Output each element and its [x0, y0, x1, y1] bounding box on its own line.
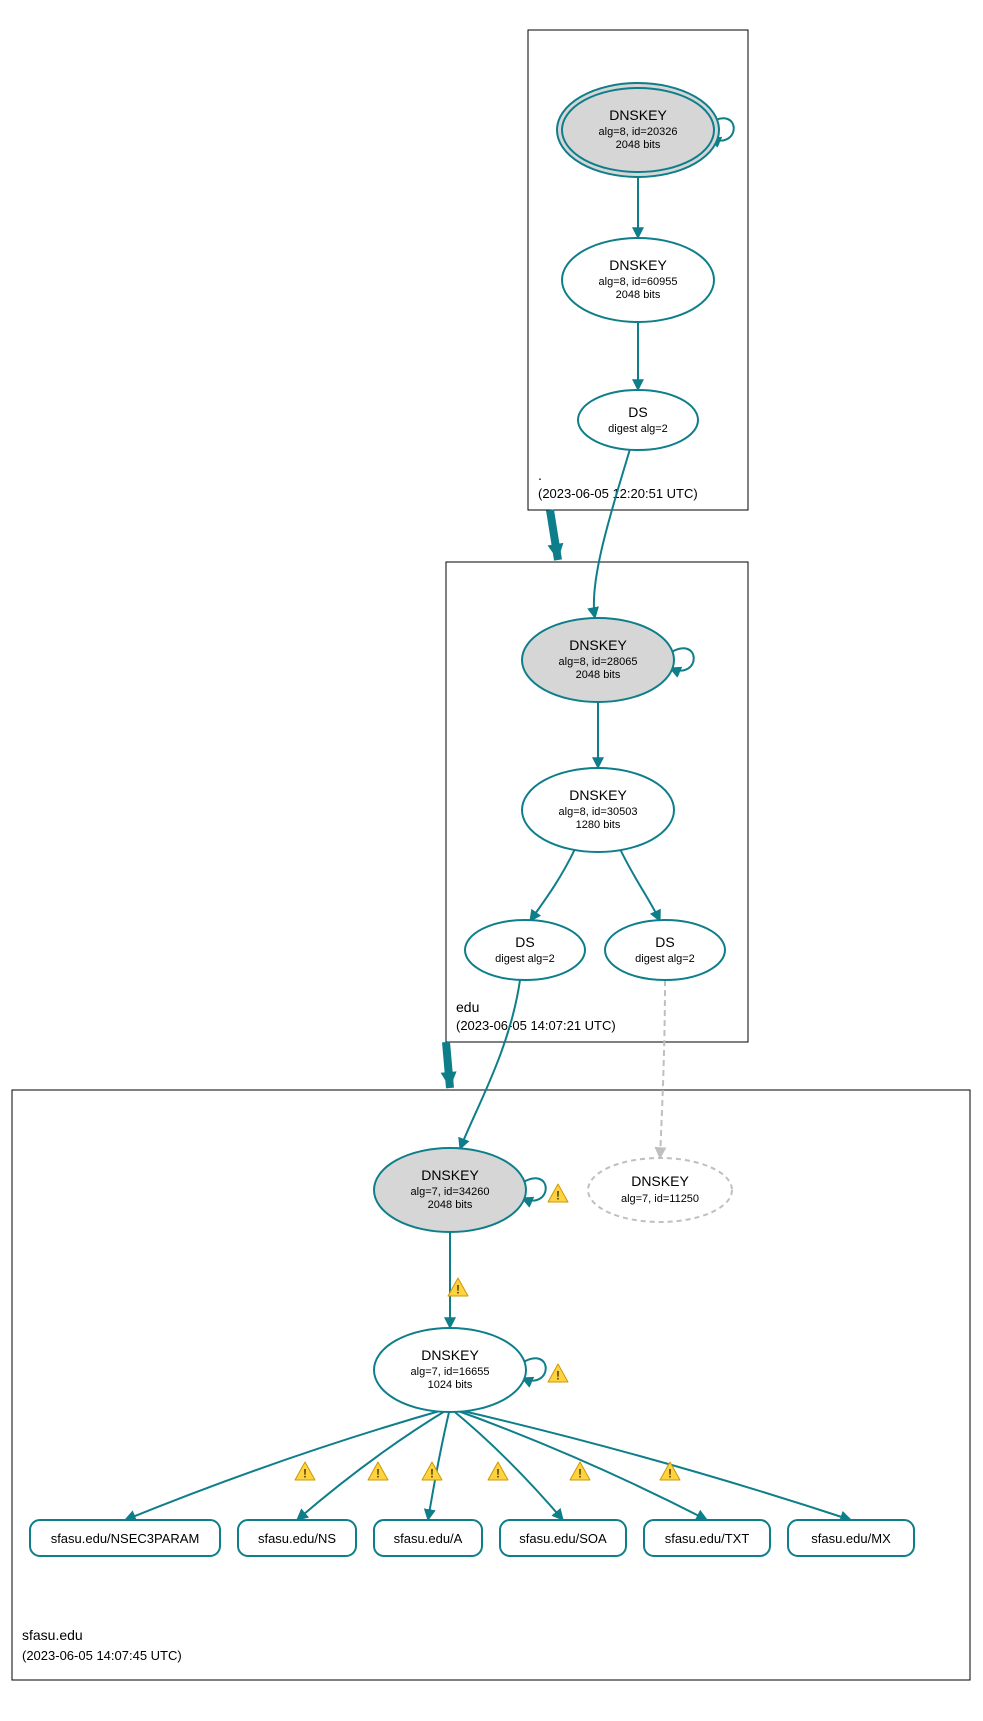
svg-text:digest alg=2: digest alg=2 [635, 953, 695, 965]
svg-text:!: ! [556, 1189, 560, 1203]
svg-text:!: ! [668, 1467, 672, 1481]
zone-label-edu: edu [456, 999, 479, 1015]
svg-text:sfasu.edu/NS: sfasu.edu/NS [258, 1531, 336, 1546]
svg-text:!: ! [456, 1283, 460, 1297]
record-box: sfasu.edu/NSEC3PARAM [30, 1520, 220, 1556]
record-box: sfasu.edu/TXT [644, 1520, 770, 1556]
svg-text:!: ! [556, 1369, 560, 1383]
svg-text:alg=8, id=20326: alg=8, id=20326 [599, 126, 678, 138]
edge-record [450, 1408, 563, 1520]
svg-text:!: ! [376, 1467, 380, 1481]
warning-icon: ! [570, 1462, 590, 1481]
svg-text:alg=8, id=30503: alg=8, id=30503 [559, 806, 638, 818]
svg-text:alg=8, id=28065: alg=8, id=28065 [559, 656, 638, 668]
svg-text:sfasu.edu/SOA: sfasu.edu/SOA [519, 1531, 607, 1546]
svg-text:DNSKEY: DNSKEY [631, 1173, 689, 1189]
svg-text:DNSKEY: DNSKEY [569, 637, 627, 653]
svg-text:digest alg=2: digest alg=2 [608, 423, 668, 435]
svg-text:alg=7, id=34260: alg=7, id=34260 [411, 1186, 490, 1198]
svg-text:DNSKEY: DNSKEY [609, 107, 667, 123]
zone-time-edu: (2023-06-05 14:07:21 UTC) [456, 1018, 616, 1033]
node-n8: DNSKEY alg=7, id=342602048 bits [374, 1148, 526, 1232]
node-n1: DNSKEY alg=8, id=203262048 bits [557, 83, 719, 177]
warning-icon: ! [368, 1462, 388, 1481]
record-box: sfasu.edu/A [374, 1520, 482, 1556]
node-n2: DNSKEY alg=8, id=609552048 bits [562, 238, 714, 322]
node-n9: DNSKEY alg=7, id=11250 [588, 1158, 732, 1222]
warning-icon: ! [422, 1462, 442, 1481]
svg-text:2048 bits: 2048 bits [616, 139, 661, 151]
node-n3: DS digest alg=2 [578, 390, 698, 450]
warning-icon: ! [488, 1462, 508, 1481]
svg-text:sfasu.edu/NSEC3PARAM: sfasu.edu/NSEC3PARAM [51, 1531, 200, 1546]
svg-text:alg=7, id=11250: alg=7, id=11250 [621, 1193, 699, 1205]
warning-icon: ! [295, 1462, 315, 1481]
edge [530, 849, 575, 921]
svg-text:1024 bits: 1024 bits [428, 1379, 473, 1391]
zone-arrowhead [441, 1071, 457, 1088]
svg-text:DS: DS [515, 934, 534, 950]
svg-text:DNSKEY: DNSKEY [421, 1167, 479, 1183]
svg-text:DS: DS [655, 934, 674, 950]
record-box: sfasu.edu/NS [238, 1520, 356, 1556]
warning-icon: ! [548, 1364, 568, 1383]
warning-icon: ! [548, 1184, 568, 1203]
svg-text:sfasu.edu/TXT: sfasu.edu/TXT [665, 1531, 750, 1546]
node-n5: DNSKEY alg=8, id=305031280 bits [522, 768, 674, 852]
edge [594, 449, 630, 618]
svg-text:2048 bits: 2048 bits [576, 669, 621, 681]
svg-text:DNSKEY: DNSKEY [569, 787, 627, 803]
edge-record [125, 1408, 450, 1520]
svg-text:1280 bits: 1280 bits [576, 819, 621, 831]
node-n4: DNSKEY alg=8, id=280652048 bits [522, 618, 674, 702]
edge [620, 849, 660, 921]
warning-icon: ! [660, 1462, 680, 1481]
node-n10: DNSKEY alg=7, id=166551024 bits [374, 1328, 526, 1412]
zone-label-sfasu: sfasu.edu [22, 1627, 83, 1643]
svg-text:digest alg=2: digest alg=2 [495, 953, 555, 965]
svg-text:!: ! [430, 1467, 434, 1481]
edge [660, 980, 665, 1158]
svg-text:alg=7, id=16655: alg=7, id=16655 [411, 1366, 490, 1378]
svg-text:2048 bits: 2048 bits [616, 289, 661, 301]
svg-text:DNSKEY: DNSKEY [421, 1347, 479, 1363]
svg-text:!: ! [578, 1467, 582, 1481]
svg-text:sfasu.edu/MX: sfasu.edu/MX [811, 1531, 891, 1546]
node-n6: DS digest alg=2 [465, 920, 585, 980]
svg-text:!: ! [303, 1467, 307, 1481]
svg-text:2048 bits: 2048 bits [428, 1199, 473, 1211]
svg-text:DNSKEY: DNSKEY [609, 257, 667, 273]
svg-text:!: ! [496, 1467, 500, 1481]
edge-record [297, 1408, 450, 1520]
svg-text:alg=8, id=60955: alg=8, id=60955 [599, 276, 678, 288]
svg-text:DS: DS [628, 404, 647, 420]
zone-time-sfasu: (2023-06-05 14:07:45 UTC) [22, 1648, 182, 1663]
zone-label-root: . [538, 467, 542, 483]
svg-text:sfasu.edu/A: sfasu.edu/A [394, 1531, 463, 1546]
record-box: sfasu.edu/SOA [500, 1520, 626, 1556]
node-n7: DS digest alg=2 [605, 920, 725, 980]
record-box: sfasu.edu/MX [788, 1520, 914, 1556]
